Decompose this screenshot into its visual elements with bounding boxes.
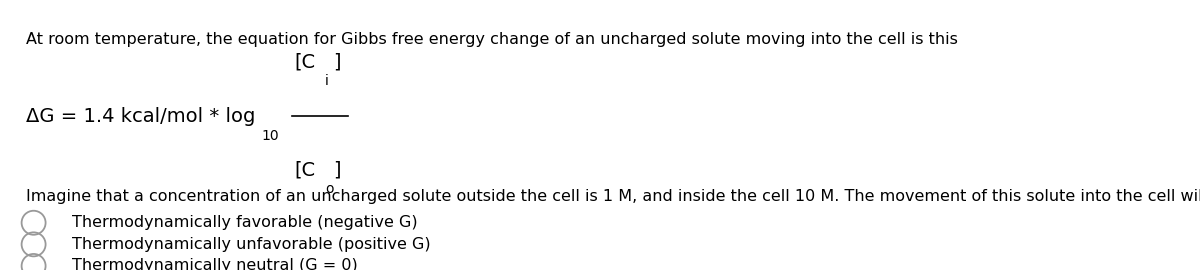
Text: At room temperature, the equation for Gibbs free energy change of an uncharged s: At room temperature, the equation for Gi… — [26, 32, 959, 48]
Text: o: o — [325, 182, 334, 196]
Text: Thermodynamically unfavorable (positive G): Thermodynamically unfavorable (positive … — [72, 237, 431, 252]
Text: ]: ] — [334, 53, 341, 72]
Text: 10: 10 — [262, 129, 280, 143]
Text: Thermodynamically neutral (G = 0): Thermodynamically neutral (G = 0) — [72, 258, 358, 270]
Text: Imagine that a concentration of an uncharged solute outside the cell is 1 M, and: Imagine that a concentration of an uncha… — [26, 189, 1200, 204]
Text: i: i — [325, 74, 329, 88]
Text: ]: ] — [334, 161, 341, 180]
Text: ΔG = 1.4 kcal/mol * log: ΔG = 1.4 kcal/mol * log — [26, 107, 256, 126]
Text: [C: [C — [294, 161, 316, 180]
Text: [C: [C — [294, 53, 316, 72]
Text: Thermodynamically favorable (negative G): Thermodynamically favorable (negative G) — [72, 215, 418, 230]
